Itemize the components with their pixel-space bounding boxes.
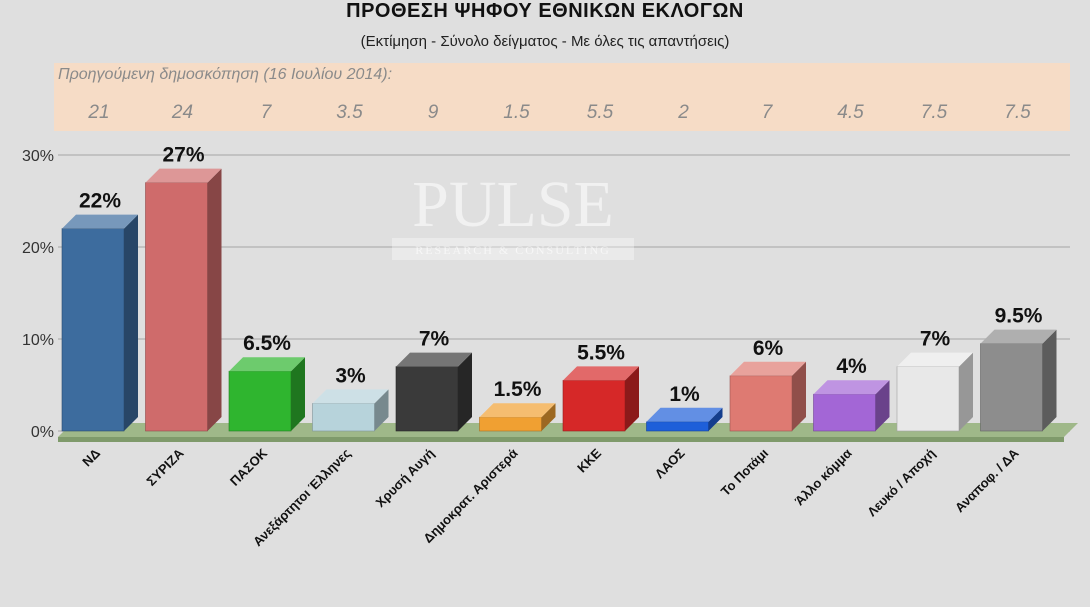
previous-poll-value: 7 <box>762 102 774 123</box>
bar-side <box>875 380 890 431</box>
bar-front <box>479 416 542 432</box>
watermark-brand: PULSE <box>412 168 614 241</box>
data-label: 9.5% <box>995 305 1043 328</box>
data-label: 1.5% <box>494 378 542 401</box>
bar-top <box>62 214 138 229</box>
bar-side <box>1042 329 1057 431</box>
watermark-band <box>392 238 634 260</box>
chart-title: ΠΡΟΘΕΣΗ ΨΗΦΟΥ ΕΘΝΙΚΩΝ ΕΚΛΟΓΩΝ <box>346 0 744 22</box>
chart-floor-edge <box>58 437 1064 442</box>
bar-front <box>646 421 709 432</box>
previous-poll-value: 7.5 <box>1004 102 1031 123</box>
previous-poll-band <box>54 63 1070 131</box>
bar-side <box>792 361 806 431</box>
bar-1 <box>61 214 138 432</box>
bar-side <box>959 352 973 431</box>
y-tick-label: 0% <box>31 424 54 441</box>
bar-front <box>312 403 375 432</box>
category-label: ΛΑΟΣ <box>652 445 688 481</box>
data-label: 7% <box>419 328 450 351</box>
category-label: ΚΚΕ <box>574 445 604 475</box>
previous-poll-value: 3.5 <box>336 102 363 123</box>
category-label: ΝΔ <box>79 446 103 470</box>
category-label: ΠΑΣΟΚ <box>227 445 271 489</box>
bar-11 <box>896 352 973 432</box>
previous-poll-value: 7 <box>261 102 273 123</box>
bar-6 <box>479 403 556 432</box>
bar-front <box>145 182 208 432</box>
bar-side <box>458 352 472 431</box>
bar-side <box>374 389 389 431</box>
bar-5 <box>395 352 472 432</box>
bar-3 <box>228 357 305 432</box>
bar-7 <box>562 366 639 432</box>
bar-top <box>730 361 806 376</box>
bar-side <box>541 403 556 431</box>
previous-poll-value: 24 <box>171 102 193 123</box>
previous-poll-value: 4.5 <box>837 102 864 123</box>
bar-side <box>207 168 222 431</box>
bar-side <box>291 357 305 431</box>
bar-2 <box>145 168 222 432</box>
bar-top <box>479 403 556 418</box>
previous-poll-value: 9 <box>428 102 439 123</box>
bar-front <box>896 366 960 432</box>
data-label: 3% <box>335 364 366 387</box>
data-label: 5.5% <box>577 341 625 364</box>
previous-poll-value: 5.5 <box>587 102 614 123</box>
bar-side <box>708 407 723 431</box>
bar-12 <box>980 329 1057 432</box>
bar-10 <box>813 380 890 432</box>
bar-front <box>729 375 793 432</box>
previous-poll-value: 7.5 <box>921 102 948 123</box>
bar-front <box>61 228 125 432</box>
category-label: Δημοκρατ. Αριστερά <box>420 446 520 546</box>
category-label: ΣΥΡΙΖΑ <box>143 445 187 489</box>
previous-poll-value: 21 <box>87 102 109 123</box>
bar-top <box>312 389 389 404</box>
bar-4 <box>312 389 389 432</box>
bar-side <box>625 366 639 431</box>
bar-9 <box>729 361 806 432</box>
bar-front <box>813 393 876 432</box>
bar-front <box>395 366 459 432</box>
watermark-tagline: RESEARCH & CONSULTING <box>415 243 611 257</box>
data-label: 4% <box>836 355 867 378</box>
y-tick-label: 20% <box>22 240 54 257</box>
watermark-logo: PULSE RESEARCH & CONSULTING <box>392 168 634 260</box>
data-label: 7% <box>920 328 951 351</box>
bar-top <box>980 329 1057 344</box>
bar-top <box>229 357 305 372</box>
category-label: Το Ποτάμι <box>718 445 772 499</box>
data-label: 6% <box>753 337 784 360</box>
bar-top <box>813 380 890 395</box>
bar-front <box>980 343 1043 432</box>
bar-side <box>124 214 138 431</box>
bar-top <box>396 352 472 367</box>
category-label: Χρυσή Αυγή <box>373 445 438 510</box>
chart-subtitle: (Εκτίμηση - Σύνολο δείγματος - Με όλες τ… <box>360 33 730 50</box>
data-label: 6.5% <box>243 332 291 355</box>
bar-top <box>145 168 222 183</box>
bar-front <box>562 380 626 432</box>
bar-8 <box>646 407 723 432</box>
category-label: Άλλο κόμμα <box>792 446 855 509</box>
data-label: 22% <box>79 190 121 213</box>
bar-top <box>646 407 723 422</box>
bar-top <box>563 366 639 381</box>
category-label: Ανεξάρτητοι Έλληνες <box>250 445 354 549</box>
data-label: 27% <box>162 144 204 167</box>
previous-poll-value: 1.5 <box>503 102 530 123</box>
category-label: Λευκό / Αποχή <box>864 445 938 519</box>
y-tick-label: 10% <box>22 332 54 349</box>
bar-front <box>228 370 292 432</box>
previous-poll-value: 2 <box>677 102 689 123</box>
y-tick-label: 30% <box>22 148 54 165</box>
data-label: 1% <box>669 383 700 406</box>
previous-poll-label: Προηγούμενη δημοσκόπηση (16 Ιουλίου 2014… <box>58 66 393 83</box>
bar-top <box>897 352 973 367</box>
category-label: Αναποφ. / ΔΑ <box>952 445 1022 515</box>
